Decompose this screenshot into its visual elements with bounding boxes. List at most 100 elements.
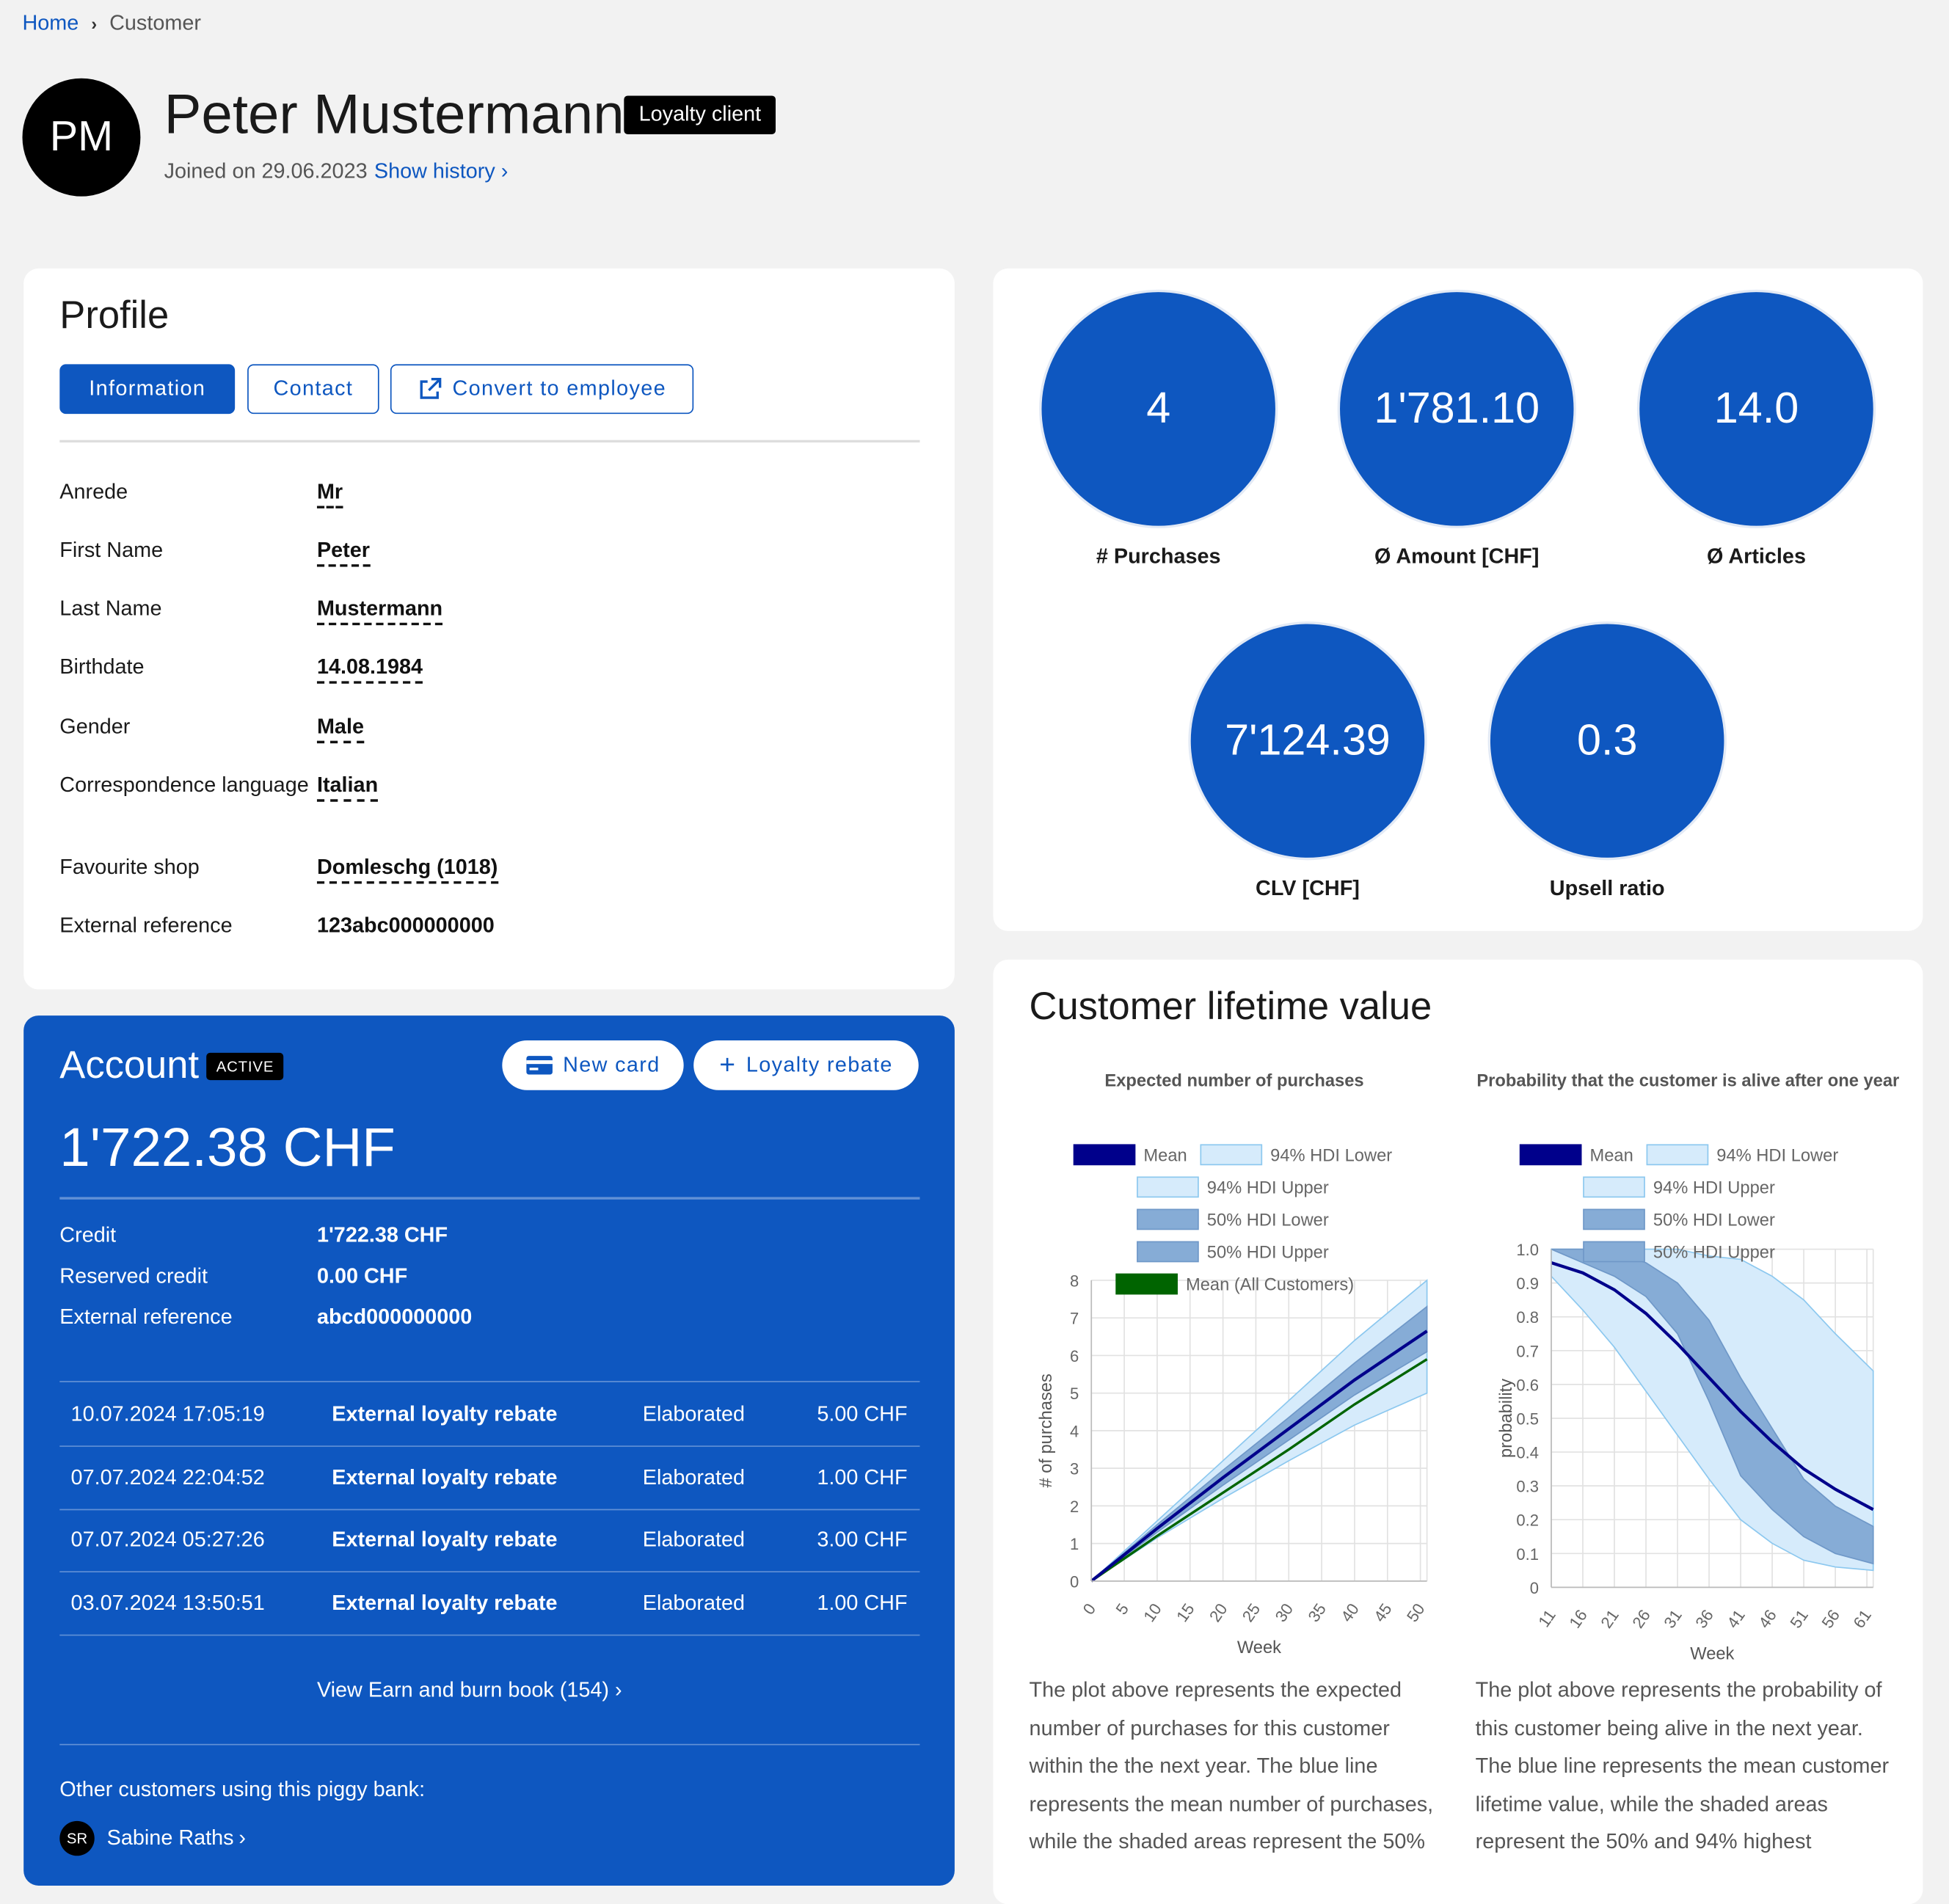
earn-burn-link[interactable]: View Earn and burn book (154) › <box>317 1678 622 1703</box>
legend-label: 94% HDI Upper <box>1207 1178 1329 1197</box>
field-value-external-reference: 123abc000000000 <box>316 913 495 938</box>
loyalty-rebate-button[interactable]: + Loyalty rebate <box>693 1040 919 1090</box>
profile-title: Profile <box>59 293 170 338</box>
legend-label: 94% HDI Lower <box>1270 1146 1392 1165</box>
table-row[interactable]: 07.07.2024 22:04:52 External loyalty reb… <box>59 1447 920 1511</box>
field-value-last-name[interactable]: Mustermann <box>316 597 443 626</box>
tx-status: Elaborated <box>642 1528 746 1552</box>
y-tick-label: 5 <box>1070 1385 1079 1403</box>
tx-type: External loyalty rebate <box>332 1465 558 1489</box>
hdi50-band <box>1090 1305 1428 1582</box>
x-tick-label: 15 <box>1173 1600 1198 1625</box>
tx-amount: 1.00 CHF <box>817 1465 908 1489</box>
mean-all-customers-line <box>1090 1358 1428 1583</box>
kpi-articles-label: Ø Articles <box>1706 544 1806 569</box>
kpi-purchases-label: # Purchases <box>1096 544 1221 569</box>
joined-date: Joined on 29.06.2023 <box>164 158 368 183</box>
divider <box>59 1381 920 1382</box>
show-history-link[interactable]: Show history › <box>374 159 508 184</box>
credit-value: 1'722.38 CHF <box>316 1222 448 1247</box>
tx-date: 10.07.2024 17:05:19 <box>70 1401 265 1426</box>
legend-swatch <box>1583 1241 1645 1263</box>
x-tick-label: 16 <box>1565 1606 1591 1631</box>
other-customer-link[interactable]: SR Sabine Raths › <box>59 1820 246 1856</box>
breadcrumb: Home › Customer <box>22 11 200 36</box>
reserved-credit-label: Reserved credit <box>59 1263 208 1288</box>
legend-label: 50% HDI Lower <box>1207 1211 1329 1230</box>
other-customers-label: Other customers using this piggy bank: <box>59 1777 426 1801</box>
field-value-gender[interactable]: Male <box>316 715 364 744</box>
table-row[interactable]: 10.07.2024 17:05:19 External loyalty reb… <box>59 1384 920 1447</box>
x-tick-label: 46 <box>1755 1606 1780 1631</box>
tab-contact[interactable]: Contact <box>247 364 379 415</box>
field-value-favourite-shop[interactable]: Domleschg (1018) <box>316 856 498 884</box>
page-title: Peter Mustermann <box>164 81 624 146</box>
mean-line <box>1090 1329 1428 1583</box>
clv-card: Customer lifetime value Expected number … <box>993 959 1923 1904</box>
y-tick-label: 0.7 <box>1516 1342 1539 1360</box>
chevron-right-icon: › <box>500 158 509 183</box>
tx-amount: 1.00 CHF <box>817 1591 908 1615</box>
loyalty-rebate-label: Loyalty rebate <box>746 1052 893 1077</box>
account-balance: 1'722.38 CHF <box>59 1117 396 1179</box>
field-label-birthdate: Birthdate <box>59 654 145 679</box>
field-label-favourite-shop: Favourite shop <box>59 855 200 879</box>
mean-line <box>1551 1261 1874 1511</box>
kpi-upsell-value: 0.3 <box>1490 624 1724 858</box>
new-card-button[interactable]: New card <box>502 1040 684 1090</box>
plus-icon: + <box>719 1048 737 1081</box>
field-label-anrede: Anrede <box>59 479 128 504</box>
legend-label: 50% HDI Upper <box>1653 1243 1775 1262</box>
legend-swatch <box>1519 1144 1582 1166</box>
legend-swatch <box>1137 1208 1199 1230</box>
account-external-reference-label: External reference <box>59 1305 233 1329</box>
other-customer-name: Sabine Raths <box>106 1825 234 1850</box>
convert-to-employee-button[interactable]: Convert to employee <box>390 364 694 415</box>
table-row[interactable]: 03.07.2024 13:50:51 External loyalty reb… <box>59 1572 920 1636</box>
chart-1-description: The plot above represents the expected n… <box>1029 1678 1434 1853</box>
x-tick-label: 40 <box>1337 1600 1363 1625</box>
show-history-label: Show history <box>374 158 495 183</box>
field-value-anrede[interactable]: Mr <box>316 480 343 508</box>
x-axis-label: Week <box>1237 1638 1281 1657</box>
tx-amount: 5.00 CHF <box>817 1401 908 1426</box>
table-row[interactable]: 07.07.2024 05:27:26 External loyalty reb… <box>59 1509 920 1573</box>
convert-to-employee-label: Convert to employee <box>452 376 666 401</box>
x-tick-label: 21 <box>1597 1606 1622 1631</box>
y-tick-label: 7 <box>1070 1310 1079 1328</box>
breadcrumb-home-link[interactable]: Home <box>22 11 79 35</box>
legend-swatch <box>1137 1241 1199 1263</box>
field-value-first-name[interactable]: Peter <box>316 539 370 567</box>
legend-label: 94% HDI Upper <box>1653 1178 1775 1197</box>
tx-status: Elaborated <box>642 1465 746 1489</box>
earn-burn-label: View Earn and burn book (154) <box>316 1678 610 1702</box>
y-tick-label: 2 <box>1070 1498 1079 1516</box>
legend-swatch <box>1073 1144 1136 1166</box>
x-tick-label: 31 <box>1660 1606 1686 1631</box>
x-tick-label: 26 <box>1628 1606 1654 1631</box>
x-tick-label: 25 <box>1239 1600 1264 1625</box>
tab-information[interactable]: Information <box>59 364 236 415</box>
probability-chart: 00.10.20.30.40.50.60.70.80.91.011 16 21 26 3… <box>1497 1144 1875 1664</box>
chevron-right-icon: › <box>615 1678 622 1702</box>
x-tick-label: 10 <box>1140 1600 1165 1625</box>
tx-type: External loyalty rebate <box>332 1528 558 1552</box>
x-tick-label: 51 <box>1786 1606 1812 1631</box>
x-axis-label: Week <box>1690 1645 1734 1664</box>
profile-card: Profile Information Contact Convert to e… <box>23 268 955 990</box>
divider <box>59 1197 920 1200</box>
field-label-correspondence-language: Correspondence language <box>59 773 309 797</box>
x-tick-label: 36 <box>1691 1606 1717 1631</box>
hdi50-band <box>1551 1248 1874 1565</box>
field-value-correspondence-language[interactable]: Italian <box>316 773 379 802</box>
tx-type: External loyalty rebate <box>332 1401 558 1426</box>
external-link-icon <box>420 378 442 399</box>
field-value-birthdate[interactable]: 14.08.1984 <box>316 655 423 684</box>
divider <box>59 439 920 443</box>
y-tick-label: 0.8 <box>1516 1308 1539 1327</box>
avatar: PM <box>22 78 141 197</box>
field-label-last-name: Last Name <box>59 597 162 621</box>
kpi-amount-value: 1'781.10 <box>1340 292 1574 526</box>
y-tick-label: 0.1 <box>1516 1545 1539 1564</box>
